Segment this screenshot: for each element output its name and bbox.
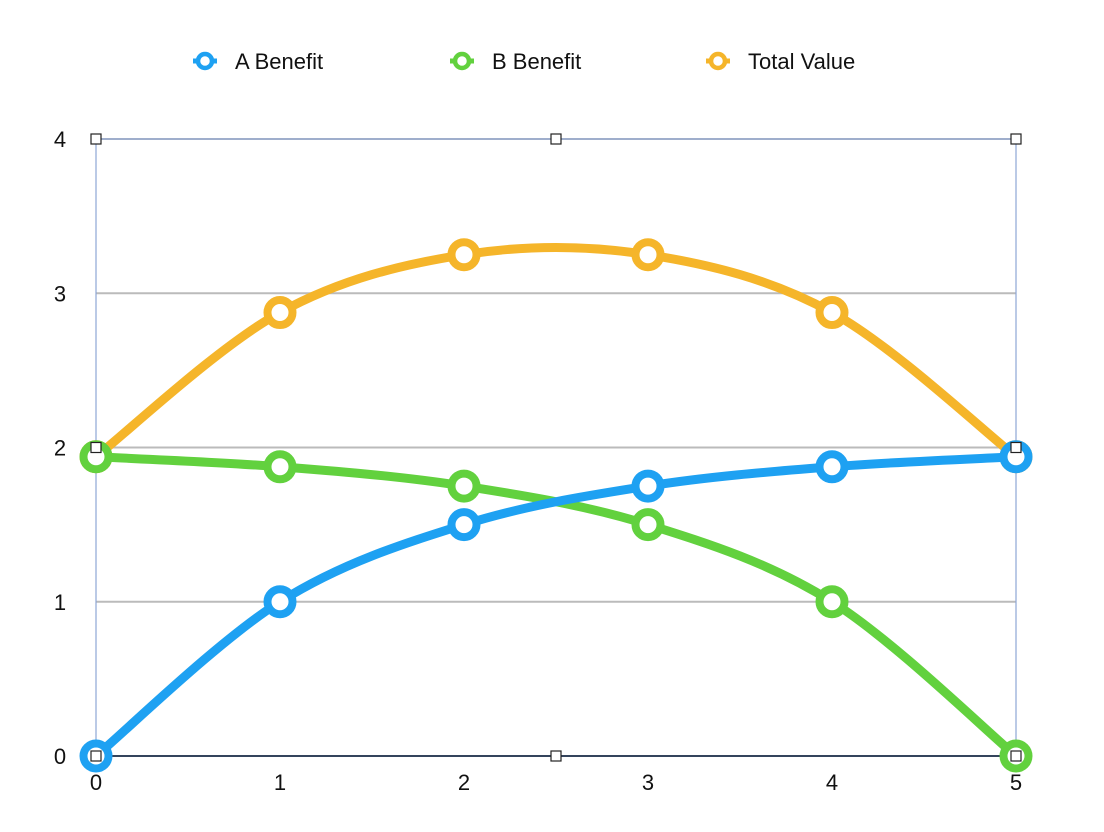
selection-handle[interactable] [550, 133, 562, 145]
selection-frame[interactable] [90, 133, 1022, 762]
data-point-a-benefit-3 [631, 469, 665, 503]
data-point-b-benefit-4 [815, 585, 849, 619]
legend-item-b-benefit: B Benefit [450, 49, 581, 74]
x-tick-label: 0 [90, 770, 102, 795]
series-line-a-benefit [91, 452, 1021, 761]
series-line-total-value [91, 242, 1021, 462]
data-point-a-benefit-4 [815, 450, 849, 484]
y-tick-label: 3 [54, 281, 66, 306]
series-layer [79, 238, 1033, 773]
series-total-value [79, 238, 1033, 474]
data-point-a-benefit-1 [263, 585, 297, 619]
selection-handle[interactable] [1010, 441, 1022, 454]
y-tick-label: 0 [54, 744, 66, 769]
series-a-benefit [79, 440, 1033, 773]
legend-item-total-value: Total Value [706, 49, 855, 74]
series-b-benefit [79, 440, 1033, 773]
data-point-a-benefit-2 [447, 508, 481, 542]
x-tick-label: 1 [274, 770, 286, 795]
x-tick-label: 5 [1010, 770, 1022, 795]
data-point-b-benefit-3 [631, 508, 665, 542]
x-tick-label: 2 [458, 770, 470, 795]
legend-swatch-marker [195, 51, 215, 71]
data-point-b-benefit-1 [263, 450, 297, 484]
y-tick-label: 4 [54, 127, 66, 152]
legend-item-a-benefit: A Benefit [193, 49, 323, 74]
selection-handle[interactable] [1010, 133, 1022, 145]
legend-swatch-marker [452, 51, 472, 71]
selection-handle[interactable] [90, 750, 102, 762]
data-point-total-value-3 [631, 238, 665, 272]
legend-label: A Benefit [235, 49, 323, 74]
data-point-b-benefit-2 [447, 469, 481, 503]
tick-labels: 0 1 2 3 4 0 1 2 3 4 5 [54, 127, 1022, 795]
legend-label: Total Value [748, 49, 855, 74]
selection-handle[interactable] [90, 133, 102, 145]
selection-handle[interactable] [550, 750, 562, 762]
y-tick-label: 2 [54, 436, 66, 461]
selection-handle[interactable] [1010, 750, 1022, 762]
selection-handle[interactable] [90, 441, 102, 454]
data-point-total-value-2 [447, 238, 481, 272]
legend-label: B Benefit [492, 49, 581, 74]
x-tick-label: 3 [642, 770, 654, 795]
legend-swatch-marker [708, 51, 728, 71]
y-tick-label: 1 [54, 590, 66, 615]
grid-lines [96, 138, 1016, 603]
data-point-total-value-4 [815, 296, 849, 330]
legend: A Benefit B Benefit Total Value [193, 49, 855, 74]
x-tick-label: 4 [826, 770, 838, 795]
data-point-total-value-1 [263, 296, 297, 330]
